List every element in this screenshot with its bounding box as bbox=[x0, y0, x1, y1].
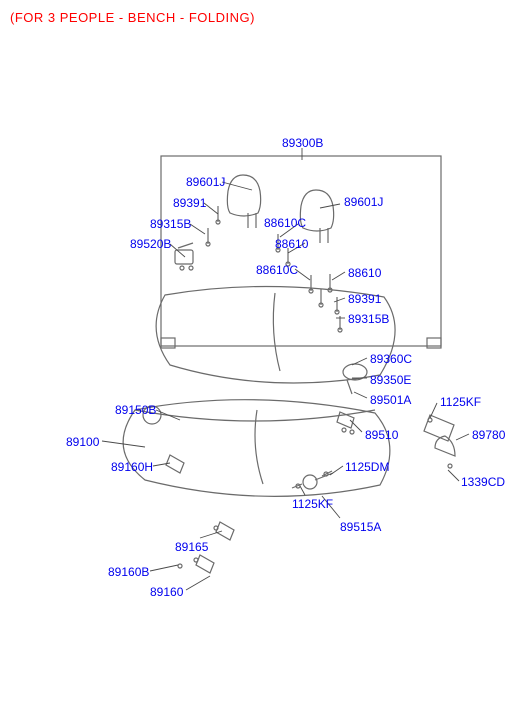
part-label-89391: 89391 bbox=[348, 292, 381, 306]
part-label-89515A: 89515A bbox=[340, 520, 381, 534]
diagram-illustration bbox=[0, 0, 532, 727]
part-label-89601J: 89601J bbox=[186, 175, 225, 189]
part-label-89360C: 89360C bbox=[370, 352, 412, 366]
part-label-89501A: 89501A bbox=[370, 393, 411, 407]
part-label-89520B: 89520B bbox=[130, 237, 171, 251]
part-label-89160: 89160 bbox=[150, 585, 183, 599]
part-label-1125KF: 1125KF bbox=[292, 497, 333, 511]
part-label-89601J: 89601J bbox=[344, 195, 383, 209]
part-label-89300B: 89300B bbox=[282, 136, 323, 150]
part-label-1339CD: 1339CD bbox=[461, 475, 505, 489]
part-label-89315B: 89315B bbox=[150, 217, 191, 231]
part-label-89315B: 89315B bbox=[348, 312, 389, 326]
part-label-89391: 89391 bbox=[173, 196, 206, 210]
part-label-1125DM: 1125DM bbox=[345, 460, 389, 474]
diagram-title: (FOR 3 PEOPLE - BENCH - FOLDING) bbox=[10, 10, 255, 25]
part-label-88610C: 88610C bbox=[256, 263, 298, 277]
part-label-89165: 89165 bbox=[175, 540, 208, 554]
part-label-89350E: 89350E bbox=[370, 373, 411, 387]
part-label-89510: 89510 bbox=[365, 428, 398, 442]
part-label-88610: 88610 bbox=[275, 237, 308, 251]
part-label-89150B: 89150B bbox=[115, 403, 156, 417]
part-label-89780: 89780 bbox=[472, 428, 505, 442]
part-label-88610C: 88610C bbox=[264, 216, 306, 230]
part-label-88610: 88610 bbox=[348, 266, 381, 280]
part-label-89160B: 89160B bbox=[108, 565, 149, 579]
part-label-89160H: 89160H bbox=[111, 460, 153, 474]
part-label-89100: 89100 bbox=[66, 435, 99, 449]
part-label-1125KF: 1125KF bbox=[440, 395, 481, 409]
